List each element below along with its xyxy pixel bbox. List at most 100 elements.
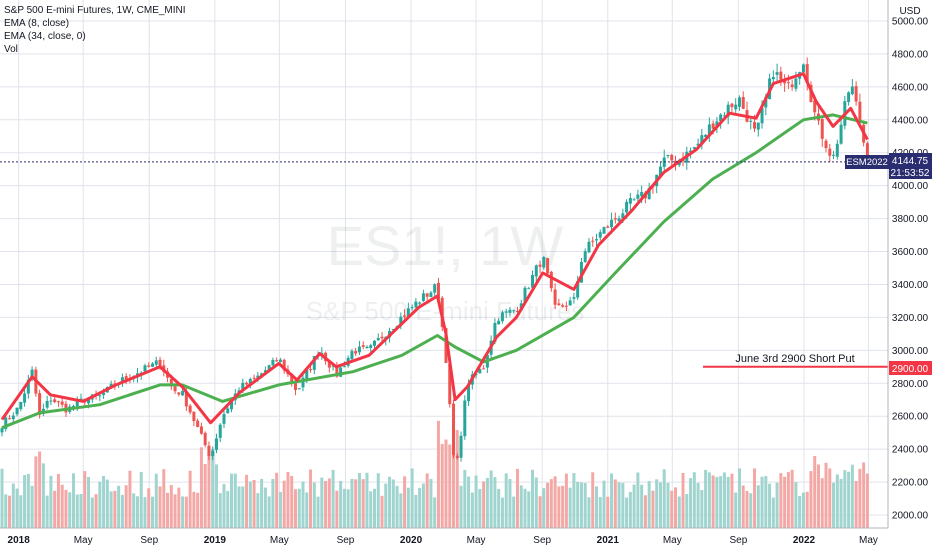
volume-bar xyxy=(71,473,75,528)
candle-body xyxy=(271,359,275,366)
volume-bar xyxy=(87,477,91,528)
candle-body xyxy=(689,150,693,152)
candle-body xyxy=(704,134,708,137)
volume-bar xyxy=(75,494,79,528)
volume-bar xyxy=(68,492,72,528)
volume-bar xyxy=(508,478,512,528)
volume-bar xyxy=(120,494,124,528)
volume-bar xyxy=(222,483,226,528)
volume-bar xyxy=(816,464,820,528)
volume-bar xyxy=(410,468,414,528)
chart-legend: S&P 500 E-mini Futures, 1W, CME_MINI EMA… xyxy=(4,4,186,56)
volume-bar xyxy=(865,473,869,528)
volume-bar xyxy=(862,462,866,528)
candle-body xyxy=(711,123,715,129)
last-price-value: 4144.75 xyxy=(892,156,929,167)
volume-bar xyxy=(681,472,685,528)
time-tick: May xyxy=(859,535,878,546)
candle-body xyxy=(372,340,376,346)
volume-bar xyxy=(278,491,282,528)
candle-body xyxy=(403,315,407,317)
candle-body xyxy=(734,104,738,110)
volume-bar xyxy=(794,482,798,528)
short-put-annotation: June 3rd 2900 Short Put xyxy=(735,353,854,365)
price-tick: 4400.00 xyxy=(892,115,929,126)
candle-body xyxy=(124,376,128,380)
volume-bar xyxy=(692,472,696,528)
time-tick: 2018 xyxy=(8,535,31,546)
candle-body xyxy=(421,293,425,302)
volume-bar xyxy=(102,475,106,528)
candle-body xyxy=(19,401,23,410)
volume-bar xyxy=(696,482,700,528)
candle-body xyxy=(640,191,644,197)
volume-bar xyxy=(553,476,557,528)
volume-bar xyxy=(109,491,113,528)
volume-bar xyxy=(764,476,768,528)
candle-body xyxy=(339,367,343,377)
volume-bar xyxy=(324,480,328,528)
volume-bar xyxy=(790,469,794,528)
watermark: ES1!, 1W S&P 500 E-mini Futures xyxy=(306,214,584,326)
candle-body xyxy=(613,218,617,220)
volume-bar xyxy=(151,496,155,528)
candle-body xyxy=(583,251,587,262)
volume-bar xyxy=(809,471,813,528)
price-tick: 5000.00 xyxy=(892,17,929,28)
volume-bar xyxy=(4,494,8,528)
candle-body xyxy=(433,284,437,293)
candle-body xyxy=(670,154,674,161)
candle-body xyxy=(455,455,459,458)
price-tick: 2400.00 xyxy=(892,445,929,456)
volume-bar xyxy=(380,495,384,528)
candle-body xyxy=(534,265,538,277)
volume-bar xyxy=(452,427,456,528)
volume-bar xyxy=(275,472,279,528)
volume-bar xyxy=(173,494,177,528)
volume-bar xyxy=(98,481,102,528)
candle-body xyxy=(425,293,429,297)
candle-body xyxy=(399,316,403,326)
volume-bar xyxy=(847,471,851,528)
volume-bar xyxy=(440,443,444,528)
candle-body xyxy=(602,227,606,234)
candle-body xyxy=(120,377,124,383)
candle-body xyxy=(226,408,230,414)
candle-body xyxy=(418,302,422,304)
volume-bar xyxy=(674,487,678,528)
volume-bar xyxy=(549,479,553,528)
volume-bar xyxy=(704,469,708,528)
time-tick: 2022 xyxy=(793,535,816,546)
volume-bar xyxy=(527,491,531,528)
volume-bar xyxy=(256,493,260,528)
volume-bar xyxy=(587,497,591,528)
volume-bar xyxy=(839,478,843,528)
volume-bar xyxy=(617,482,621,528)
volume-bar xyxy=(730,473,734,528)
volume-bar xyxy=(135,496,139,528)
volume-bar xyxy=(218,493,222,528)
volume-bar xyxy=(83,471,87,528)
volume-bar xyxy=(715,476,719,528)
volume-bar xyxy=(196,492,200,528)
volume-bar xyxy=(158,486,162,528)
candle-body xyxy=(587,241,591,253)
volume-bar xyxy=(207,452,211,528)
candle-body xyxy=(459,435,463,458)
candle-body xyxy=(207,445,211,457)
candle-body xyxy=(790,84,794,88)
candle-body xyxy=(158,359,162,366)
volume-bar xyxy=(798,495,802,528)
candle-body xyxy=(376,338,380,341)
candle-body xyxy=(775,72,779,75)
candle-body xyxy=(181,391,185,396)
candle-body xyxy=(463,400,467,437)
volume-bar xyxy=(418,487,422,528)
watermark-name: S&P 500 E-mini Futures xyxy=(306,296,584,326)
volume-bar xyxy=(711,475,715,528)
candle-body xyxy=(309,369,313,371)
volume-bar xyxy=(60,484,64,528)
volume-bar xyxy=(771,497,775,528)
candle-body xyxy=(553,289,557,305)
